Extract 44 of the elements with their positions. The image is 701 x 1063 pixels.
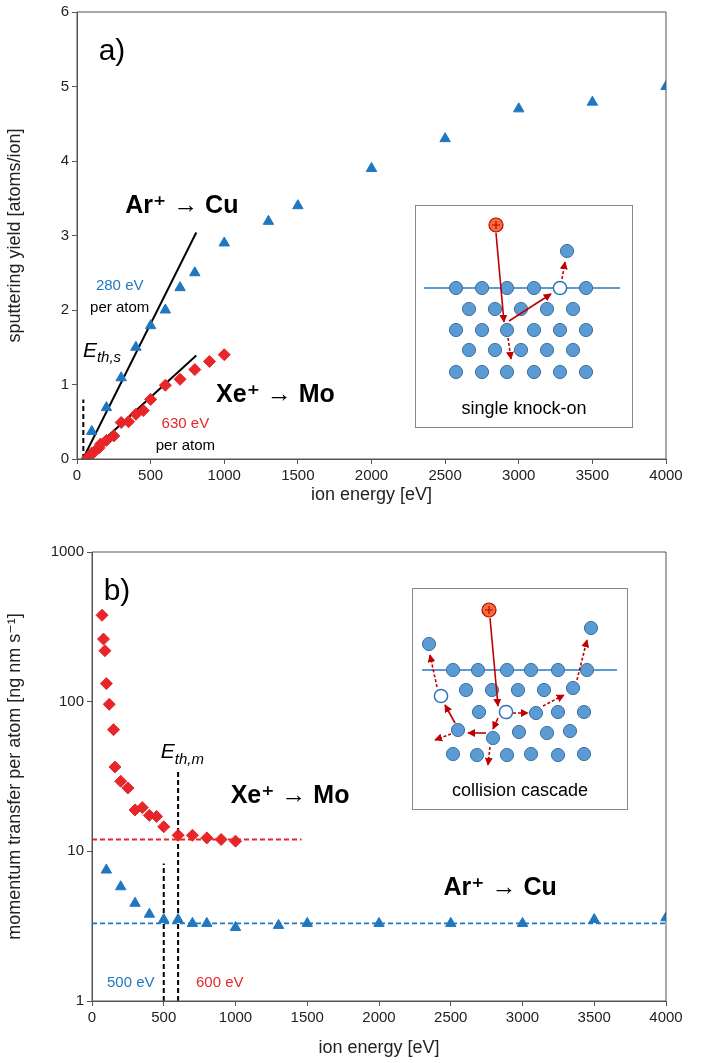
y-tick-label: 1000 xyxy=(50,542,84,560)
annotation: 280 eV xyxy=(95,276,144,294)
y-axis-title: sputtering yield [atoms/ion] xyxy=(3,128,24,343)
x-tick-label: 1500 xyxy=(281,466,315,484)
y-tick-label: 6 xyxy=(60,2,69,20)
y-axis-title: momentum transfer per atom [ng nm s⁻¹] xyxy=(3,613,24,940)
annotation: per atom xyxy=(155,435,215,453)
annotation: 630 eV xyxy=(161,414,210,432)
y-tick-label: 2 xyxy=(60,300,69,318)
x-tick-label: 1500 xyxy=(290,1008,324,1026)
x-tick-label: 1000 xyxy=(207,466,241,484)
series-label: Xe⁺ → Mo xyxy=(216,379,335,408)
x-tick-label: 0 xyxy=(87,1008,97,1026)
annotation: per atom xyxy=(90,298,150,316)
x-tick-label: 2500 xyxy=(434,1008,468,1026)
x-tick-label: 2500 xyxy=(428,466,462,484)
series-label: Xe⁺ → Mo xyxy=(230,779,350,808)
y-tick-label: 1 xyxy=(60,374,69,392)
x-axis-title: ion energy [eV] xyxy=(310,484,433,505)
y-tick-label: 5 xyxy=(60,76,69,94)
y-tick-label: 0 xyxy=(60,449,69,467)
y-tick-label: 4 xyxy=(60,151,69,169)
y-tick-label: 3 xyxy=(60,225,69,243)
x-tick-label: 4000 xyxy=(649,466,683,484)
series-label: Ar⁺ → Cu xyxy=(443,872,557,901)
annotation: b) xyxy=(103,573,131,607)
x-tick-label: 500 xyxy=(138,466,164,484)
y-tick-label: 10 xyxy=(67,841,84,859)
x-tick-label: 3000 xyxy=(505,1008,540,1026)
x-tick-label: 2000 xyxy=(354,466,389,484)
x-tick-label: 2000 xyxy=(362,1008,396,1026)
annotation: a) xyxy=(98,33,126,67)
annotation: 600 eV xyxy=(195,972,244,990)
x-tick-label: 3500 xyxy=(577,1008,611,1026)
x-tick-label: 500 xyxy=(151,1008,177,1026)
x-tick-label: 4000 xyxy=(649,1008,683,1026)
x-axis-title: ion energy [eV] xyxy=(318,1037,440,1058)
y-tick-label: 100 xyxy=(58,691,84,709)
x-tick-label: 3500 xyxy=(575,466,610,484)
x-tick-label: 1000 xyxy=(218,1008,253,1026)
annotation: 500 eV xyxy=(106,972,155,990)
y-tick-label: 1 xyxy=(75,991,84,1009)
series-label: Ar⁺ → Cu xyxy=(125,190,239,219)
x-tick-label: 3000 xyxy=(502,466,536,484)
